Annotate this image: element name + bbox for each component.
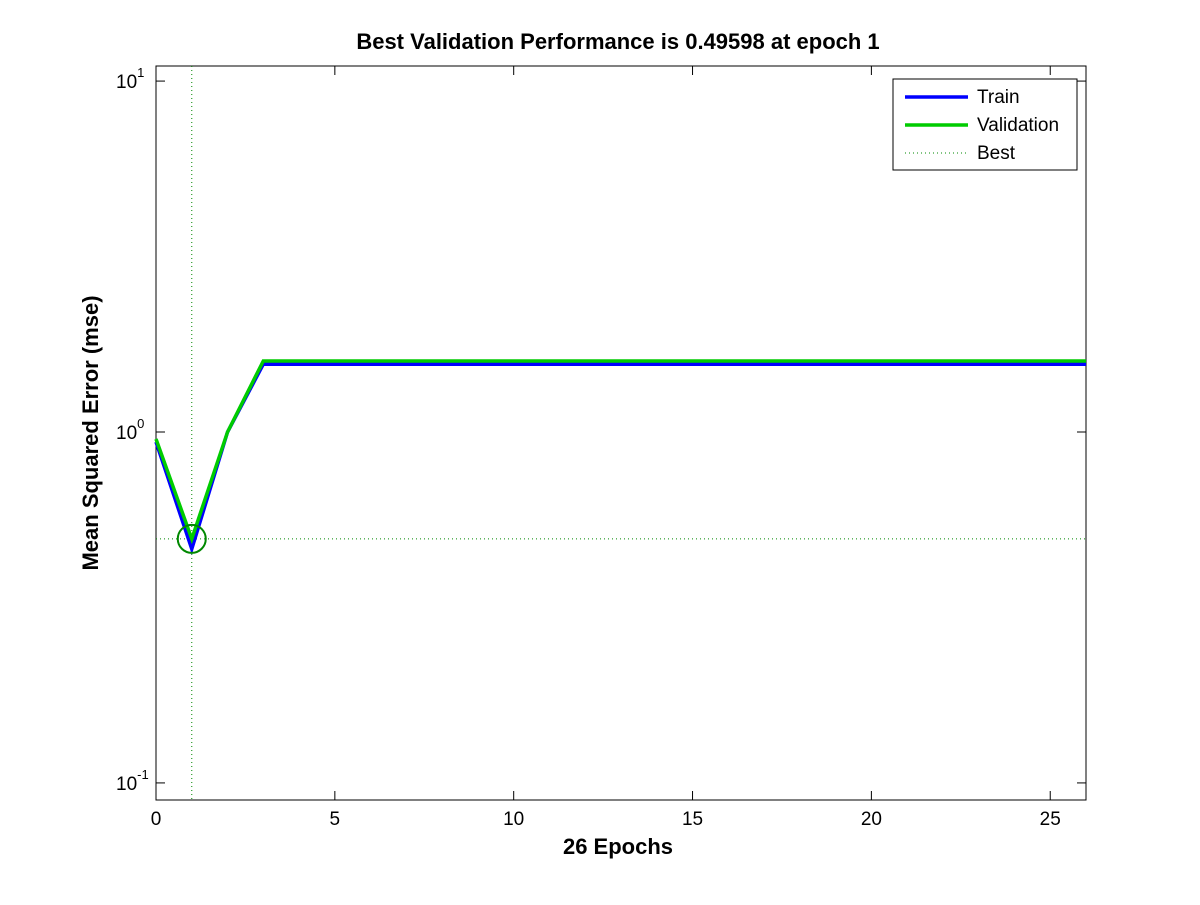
y-tick-label: 10-1: [116, 767, 149, 795]
y-tick-base: 10: [116, 774, 137, 795]
x-tick-label: 0: [151, 809, 162, 830]
x-tick-label: 10: [503, 809, 524, 830]
y-tick-label: 101: [116, 66, 144, 94]
y-tick-exponent: 0: [137, 416, 144, 431]
series-line: [154, 359, 1086, 545]
plot-area: [155, 65, 1087, 801]
chart-title: Best Validation Performance is 0.49598 a…: [356, 29, 879, 54]
legend-label: Best: [977, 143, 1016, 164]
x-tick-label: 15: [682, 809, 703, 830]
y-tick-label: 100: [116, 416, 144, 444]
x-axis-label: 26 Epochs: [563, 834, 673, 859]
y-tick-exponent: -1: [137, 767, 149, 782]
best-marker: [176, 523, 207, 554]
y-tick-base: 10: [116, 423, 137, 444]
y-tick-base: 10: [116, 72, 137, 93]
legend-label: Validation: [977, 115, 1059, 136]
y-tick-exponent: 1: [137, 66, 144, 81]
legend-label: Train: [977, 87, 1020, 108]
x-tick-label: 5: [330, 809, 341, 830]
y-axis-label: Mean Squared Error (mse): [78, 295, 103, 570]
x-tick-label: 20: [861, 809, 882, 830]
series-line: [154, 362, 1086, 555]
x-tick-label: 25: [1040, 809, 1061, 830]
